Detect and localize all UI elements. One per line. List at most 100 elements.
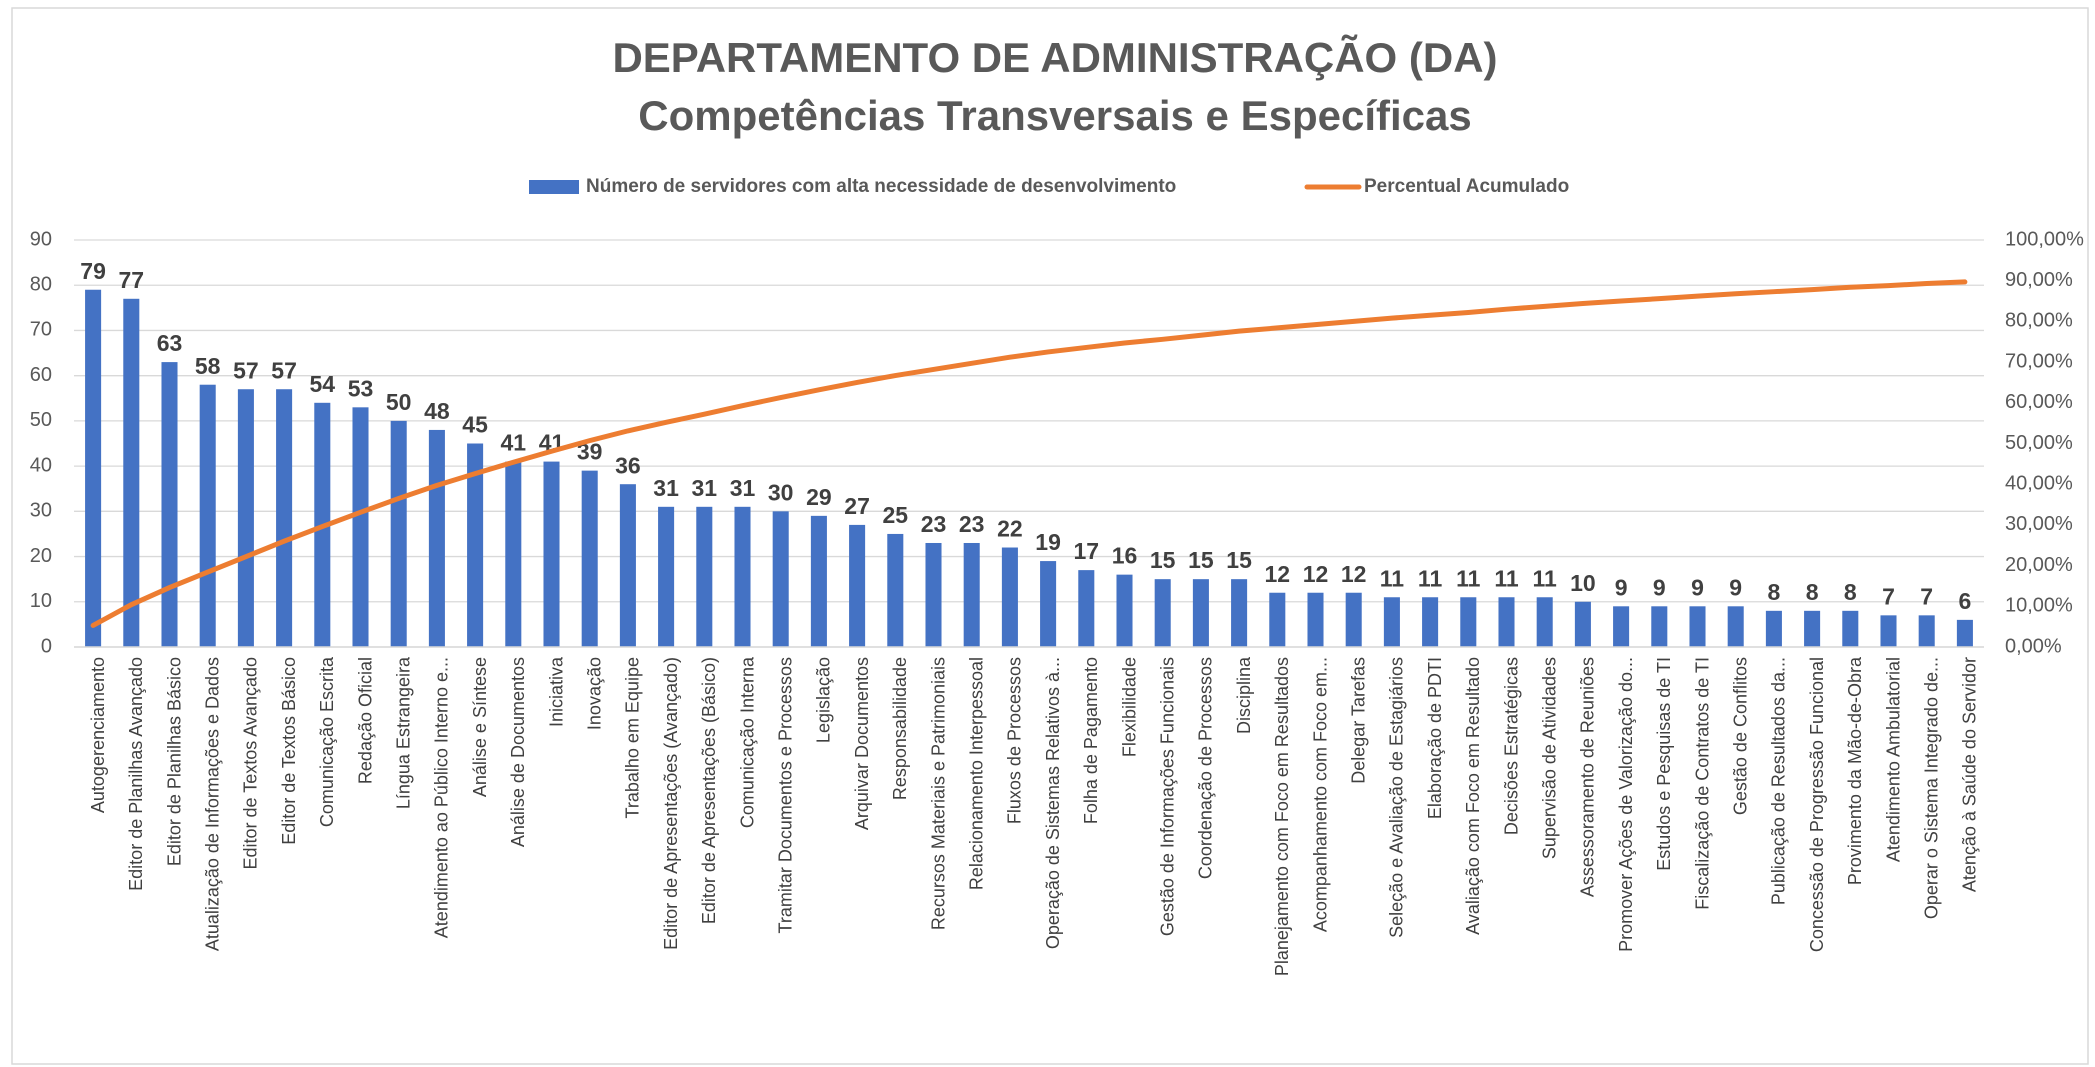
y2-tick-label: 90,00%	[2005, 269, 2073, 291]
bar	[1422, 597, 1439, 647]
bar	[467, 443, 484, 647]
bar	[1880, 615, 1897, 647]
bar	[810, 515, 827, 647]
bar	[887, 533, 904, 647]
data-label: 23	[921, 511, 947, 537]
data-label: 12	[1265, 561, 1291, 587]
x-tick-label: Gestão de Informações Funcionais	[1157, 657, 1177, 936]
chart-subtitle: Competências Transversais e Específicas	[638, 92, 1471, 139]
y2-tick-label: 50,00%	[2005, 432, 2073, 454]
x-tick-label: Inovação	[584, 657, 604, 730]
x-tick-label: Fiscalização de Contratos de TI	[1692, 657, 1712, 910]
bar	[1498, 597, 1515, 647]
bar	[1918, 615, 1935, 647]
bar	[1192, 579, 1209, 647]
bar	[696, 506, 713, 647]
bar	[505, 461, 522, 647]
bar	[352, 407, 369, 647]
data-label: 79	[80, 258, 106, 284]
x-tick-label: Concessão de Progressão Funcional	[1807, 657, 1827, 952]
data-label: 11	[1380, 565, 1405, 591]
bar	[237, 389, 254, 647]
x-tick-label: Trabalho em Equipe	[623, 657, 643, 818]
data-label: 25	[883, 502, 909, 528]
x-tick-label: Atualização de Informações e Dados	[202, 657, 222, 951]
bar	[1765, 610, 1782, 647]
bar	[199, 384, 216, 647]
data-label: 58	[195, 353, 221, 379]
bar	[1842, 610, 1859, 647]
data-label: 63	[157, 330, 183, 356]
x-tick-label: Editor de Apresentações (Avançado)	[661, 657, 681, 950]
x-tick-label: Editor de Planilhas Básico	[164, 657, 184, 866]
bar	[581, 470, 598, 647]
data-label: 15	[1150, 547, 1176, 573]
bar	[1001, 547, 1018, 647]
data-label: 45	[462, 412, 488, 438]
x-tick-label: Recursos Materiais e Patrimoniais	[928, 657, 948, 930]
bar	[658, 506, 675, 647]
y-tick-label: 70	[30, 319, 52, 341]
x-tick-label: Iniciativa	[546, 656, 566, 727]
y-tick-label: 0	[41, 635, 52, 657]
data-label: 15	[1226, 547, 1252, 573]
x-tick-label: Autogerenciamento	[88, 657, 108, 813]
bar	[1689, 606, 1706, 647]
bar	[543, 461, 560, 647]
data-label: 19	[1035, 529, 1061, 555]
bar	[1307, 592, 1324, 647]
x-tick-label: Elaboração de PDTI	[1425, 657, 1445, 819]
data-label: 11	[1494, 565, 1519, 591]
x-tick-label: Flexibilidade	[1119, 657, 1139, 757]
data-label: 9	[1691, 574, 1704, 600]
data-label: 31	[653, 475, 679, 501]
bar	[734, 506, 751, 647]
y2-tick-label: 40,00%	[2005, 472, 2073, 494]
bar	[1383, 597, 1400, 647]
data-label: 36	[615, 452, 641, 478]
data-label: 22	[997, 516, 1023, 542]
data-label: 11	[1456, 565, 1481, 591]
chart-title: DEPARTAMENTO DE ADMINISTRAÇÃO (DA)	[612, 34, 1497, 81]
x-tick-label: Seleção e Avaliação de Estagiários	[1387, 657, 1407, 938]
y2-tick-label: 100,00%	[2005, 228, 2084, 250]
bar	[123, 298, 140, 647]
line	[90, 279, 1968, 628]
x-tick-label: Comunicação Interna	[737, 656, 757, 828]
data-label: 23	[959, 511, 985, 537]
data-label: 31	[692, 475, 718, 501]
y2-tick-label: 80,00%	[2005, 310, 2073, 332]
data-label: 31	[730, 475, 756, 501]
x-tick-label: Responsabilidade	[890, 657, 910, 800]
data-label: 11	[1533, 565, 1558, 591]
x-tick-label: Análise de Documentos	[508, 657, 528, 847]
x-tick-label: Supervisão de Atividades	[1539, 657, 1559, 859]
y2-tick-label: 0,00%	[2005, 635, 2062, 657]
bar	[1231, 579, 1248, 647]
bar	[1804, 610, 1821, 647]
y-tick-label: 10	[30, 590, 52, 612]
x-tick-label: Coordenação de Processos	[1196, 657, 1216, 879]
bar	[428, 429, 445, 647]
data-label: 8	[1768, 579, 1781, 605]
x-tick-label: Atendimento ao Público Interno e...	[432, 657, 452, 938]
x-tick-label: Delegar Tarefas	[1348, 657, 1368, 784]
data-label: 12	[1341, 561, 1367, 587]
data-label: 54	[310, 371, 336, 397]
data-label: 29	[806, 484, 832, 510]
data-label: 57	[233, 357, 259, 383]
bar	[772, 511, 789, 647]
x-tick-label: Avaliação com Foco em Resultado	[1463, 657, 1483, 935]
data-label: 11	[1418, 565, 1443, 591]
data-label: 77	[119, 267, 145, 293]
bar	[1727, 606, 1744, 647]
y2-tick-label: 60,00%	[2005, 391, 2073, 413]
x-tick-label: Operação de Sistemas Relativos à...	[1043, 657, 1063, 949]
data-label: 6	[1959, 588, 1972, 614]
x-tick-label: Editor de Textos Básico	[279, 657, 299, 845]
y-tick-label: 80	[30, 274, 52, 296]
x-tick-label: Redação Oficial	[355, 657, 375, 784]
bar	[1956, 619, 1973, 647]
x-tick-label: Atenção à Saúde do Servidor	[1960, 657, 1980, 892]
